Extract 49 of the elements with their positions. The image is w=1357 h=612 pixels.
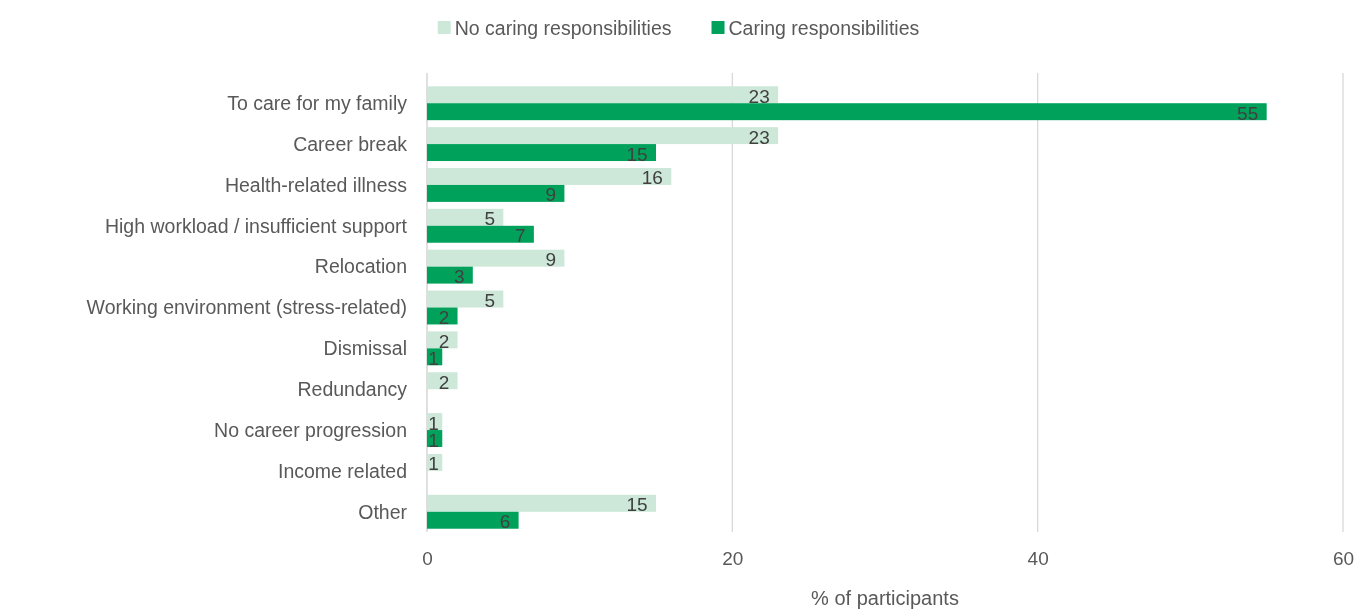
bar (427, 225, 534, 243)
data-label: 5 (484, 290, 496, 312)
bar (427, 127, 779, 145)
data-label: 55 (1237, 102, 1259, 124)
y-tick-label: Health-related illness (224, 173, 408, 196)
legend-label: Caring responsibilities (728, 17, 920, 39)
x-tick-label: 60 (1332, 548, 1355, 570)
y-tick-label: Redundancy (297, 378, 408, 401)
y-tick-label: Relocation (314, 255, 407, 278)
bar (427, 511, 519, 529)
bar (427, 103, 1267, 121)
data-label: 2 (438, 306, 450, 328)
legend-label: No caring responsibilities (454, 17, 672, 39)
data-label: 23 (748, 85, 770, 107)
data-label: 1 (428, 347, 439, 369)
x-axis-title: % of participants (811, 587, 959, 609)
data-label: 6 (499, 511, 511, 533)
data-label: 15 (626, 494, 648, 516)
data-label: 16 (641, 167, 663, 189)
bar (427, 167, 672, 185)
bar (427, 290, 504, 308)
data-label: 5 (484, 208, 496, 230)
data-label: 2 (438, 371, 450, 393)
bar (427, 249, 565, 267)
x-tick-label: 40 (1027, 548, 1049, 570)
y-tick-label: Working environment (stress-related) (86, 296, 407, 319)
data-label: 9 (545, 249, 557, 271)
bar (427, 86, 779, 104)
bar (427, 184, 565, 202)
bar (427, 208, 504, 226)
data-label: 15 (626, 143, 648, 165)
data-label: 23 (748, 126, 770, 148)
bar (427, 494, 656, 512)
y-tick-label: High workload / insufficient support (104, 214, 408, 237)
data-label: 3 (454, 266, 465, 288)
y-tick-label: Other (358, 500, 408, 523)
data-label: 7 (515, 225, 526, 247)
bar (427, 144, 656, 162)
x-tick-label: 20 (722, 548, 744, 570)
y-tick-label: Career break (293, 132, 408, 155)
x-tick-label: 0 (422, 548, 433, 570)
y-tick-label: Income related (278, 459, 407, 482)
y-tick-label: To care for my family (227, 92, 408, 115)
data-label: 2 (438, 330, 450, 352)
y-tick-label: No career progression (214, 418, 407, 441)
y-tick-label: Dismissal (323, 337, 407, 360)
data-label: 9 (545, 184, 557, 206)
bar (427, 266, 473, 284)
data-label: 1 (428, 453, 439, 475)
